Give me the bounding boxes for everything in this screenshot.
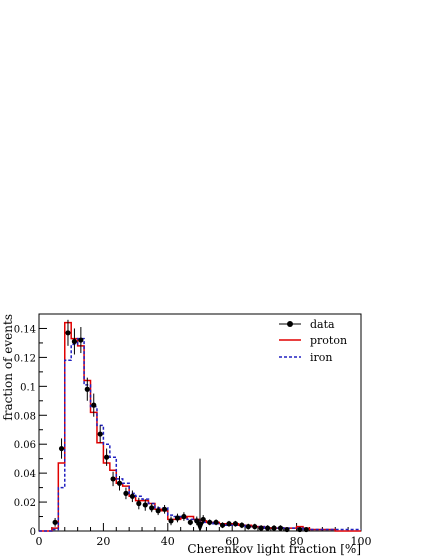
data-point	[78, 337, 84, 343]
legend-data-marker	[287, 321, 293, 327]
data-point	[104, 454, 110, 460]
data-point	[284, 526, 290, 533]
x-tick-label: 0	[36, 535, 43, 548]
data-point	[58, 445, 65, 452]
data-point	[91, 402, 97, 408]
data-point	[271, 525, 277, 531]
data-point	[245, 524, 251, 530]
data-point	[161, 506, 168, 512]
series-layer	[39, 319, 361, 533]
data-point	[200, 516, 206, 523]
x-axis-label: Cherenkov light fraction [%]	[187, 542, 361, 556]
y-tick-label: 0.08	[14, 411, 36, 422]
data-point	[303, 526, 309, 533]
data-point	[277, 525, 284, 531]
y-tick-label: 0	[30, 527, 36, 538]
data-point	[129, 493, 135, 499]
data-point	[297, 526, 303, 533]
data-point	[187, 519, 193, 525]
legend-proton-label: proton	[310, 334, 347, 347]
data-point	[213, 519, 219, 525]
data-point	[110, 476, 116, 482]
legend-data-label: data	[310, 318, 335, 331]
data-point	[207, 519, 213, 525]
iron-histogram	[39, 337, 361, 532]
x-tick-label: 60	[225, 535, 239, 548]
legend: data proton iron	[279, 318, 347, 364]
y-tick-label: 0.06	[14, 440, 36, 451]
data-point	[252, 524, 258, 530]
y-axis-label: fraction of events	[1, 314, 15, 421]
data-point	[265, 525, 271, 531]
y-axis-ticks: 0 0.02 0.04 0.06 0.08 0.1 0.12 0.14	[14, 313, 47, 538]
legend-iron-label: iron	[310, 351, 332, 364]
data-point	[71, 338, 78, 345]
data-point	[97, 431, 103, 437]
y-tick-label: 0.02	[14, 498, 36, 509]
data-point	[65, 330, 71, 336]
data-point	[168, 518, 174, 524]
data-point	[258, 525, 264, 531]
data-point	[142, 502, 148, 508]
data-point	[232, 521, 239, 527]
data-point	[52, 519, 58, 525]
data-point	[219, 522, 226, 528]
x-tick-label: 80	[290, 535, 304, 548]
y-tick-label: 0.12	[14, 353, 36, 364]
data-point	[155, 508, 161, 514]
data-point	[149, 505, 155, 511]
x-tick-label: 100	[351, 535, 372, 548]
data-point	[116, 480, 123, 486]
data-point	[123, 490, 129, 496]
y-tick-label: 0.14	[14, 324, 36, 335]
x-axis-ticks: 0 20 40 60 80 100	[36, 523, 372, 548]
cut-arrow-head	[196, 522, 204, 532]
data-point	[84, 386, 90, 392]
data-point	[174, 515, 181, 521]
y-tick-label: 0.04	[14, 469, 36, 480]
x-tick-label: 20	[96, 535, 110, 548]
x-tick-label: 40	[161, 535, 175, 548]
data-point	[239, 522, 245, 528]
annotation-layer	[196, 458, 204, 532]
y-tick-label: 0.1	[20, 382, 36, 393]
data-point	[136, 500, 142, 507]
data-point	[226, 521, 232, 527]
data-point	[181, 513, 187, 520]
